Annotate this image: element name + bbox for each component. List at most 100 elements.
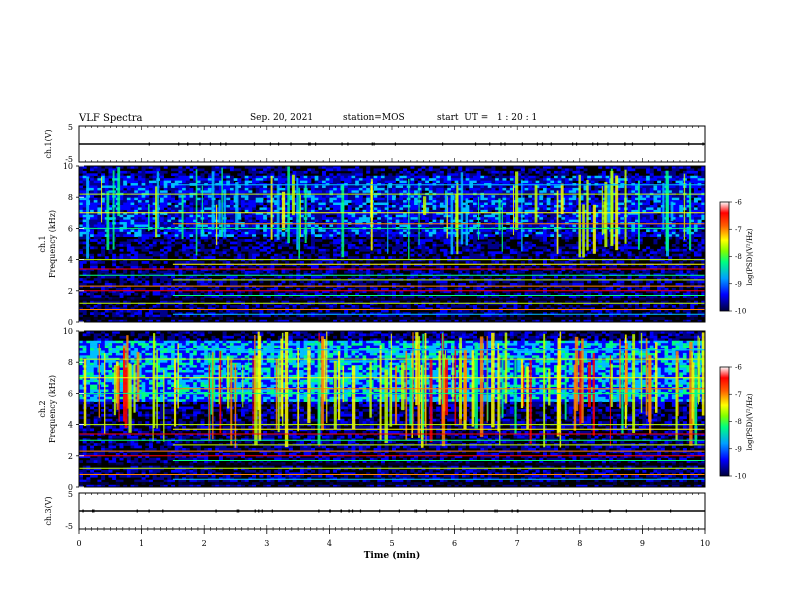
spectrogram-cell [152,209,157,213]
spectrogram-cell [417,231,422,235]
spectrogram-cell [671,253,676,257]
spectrogram-cell [178,187,183,191]
spectrogram-cell [414,195,419,198]
spectrogram-cell [616,175,621,179]
spectrogram-cell [299,217,304,220]
spectrogram-cell [259,217,264,220]
spectrogram-cell [274,217,279,220]
spectrogram-cell [539,200,544,203]
spectrogram-cell [174,178,179,181]
spectrogram-cell [531,234,536,237]
spectrogram-cell [288,185,293,189]
spectrogram-cell [524,197,529,201]
spectrogram-cell [163,190,168,194]
spectrogram-cell [638,202,643,206]
spectrogram-cell [428,168,433,172]
spectrogram-cell [366,248,371,252]
spectrogram-cell [693,251,698,255]
spectrogram-cell [160,205,164,208]
spectrogram-cell [671,190,676,194]
spectrogram-cell [97,175,102,179]
spectrogram-cell [299,170,304,174]
spectrogram-cell [414,190,419,194]
spectrogram-cell [126,170,131,174]
spectrogram-cell [148,200,153,203]
spectrogram-cell [495,229,500,233]
spectrogram-cell [336,214,341,218]
spectrogram-cell [627,202,632,206]
spectrogram-cell [266,187,271,191]
spectrogram-cell [616,234,621,237]
spectrogram-cell [347,234,352,237]
spectrogram-cell [679,205,684,208]
spectrogram-cell [458,212,463,216]
spectrogram-cell [686,219,691,223]
spectrogram-cell [362,214,367,218]
spectrogram-cell [182,195,187,198]
spectrogram-cell [686,207,691,211]
spectrogram-cell [616,173,621,177]
spectrogram-cell [322,231,327,235]
spectrogram-cell [358,185,363,189]
spectrogram-cell [248,224,253,228]
spectrogram-cell [473,178,477,181]
spectrogram-cell [163,224,168,228]
spectrogram-cell [329,180,334,184]
spectrogram-cell [204,180,209,184]
spectrogram-cell [491,173,496,177]
spectrogram-cell [686,202,691,206]
spectrogram-cell [303,246,308,250]
spectrogram-cell [417,234,422,237]
spectrogram-cell [266,251,271,255]
spectrogram-cell [417,175,422,179]
spectrogram-cell [631,231,636,235]
spectrogram-cell [82,253,87,257]
spectrogram-cell [384,205,389,208]
spectrogram-cell [561,219,566,223]
spectrogram-cell [395,178,400,181]
spectrogram-cell [480,180,485,184]
spectrogram-cell [274,239,279,242]
spectrogram-cell [152,173,157,177]
spectrogram-cell [635,224,640,228]
spectrogram-cell [119,209,124,213]
spectrogram-cell [288,207,293,211]
spectrogram-cell [384,178,389,181]
spectrogram-cell [612,200,617,203]
spectrogram-cell [410,202,415,206]
spectrogram-cell [126,248,131,252]
spectrogram-cell [616,251,621,255]
spectrogram-cell [137,180,142,184]
spectrogram-cell [336,207,341,211]
spectrogram-cell [167,209,172,213]
spectrogram-cell [506,217,511,220]
spectrogram-cell [679,253,684,257]
spectrogram-cell [675,175,680,179]
spectrogram-cell [590,180,595,184]
spectrogram-cell [657,185,662,189]
spectrogram-cell [605,180,610,184]
spectrogram-cell [160,175,164,179]
spectrogram-cell [137,187,142,191]
spectrogram-cell [160,190,164,194]
spectrogram-cell [554,175,558,179]
spectrogram-cell [218,231,223,235]
spectrogram-cell [701,236,706,240]
spectrogram-cell [646,166,651,169]
spectrogram-cell [671,178,676,181]
spectrogram-cell [388,175,393,179]
spectrogram-cell [539,197,544,201]
spectrogram-cell [215,200,220,203]
spectrogram-cell [461,170,466,174]
spectrogram-cell [414,178,419,181]
spectrogram-cell [90,207,95,211]
spectrogram-cell [432,219,437,223]
spectrogram-cell [392,239,396,242]
spectrogram-cell [141,185,146,189]
spectrogram-cell [325,229,330,233]
spectrogram-cell [174,209,179,213]
spectrogram-cell [325,219,330,223]
spectrogram-cell [218,197,223,201]
spectrogram-cell [561,246,566,250]
spectrogram-cell [355,246,360,250]
